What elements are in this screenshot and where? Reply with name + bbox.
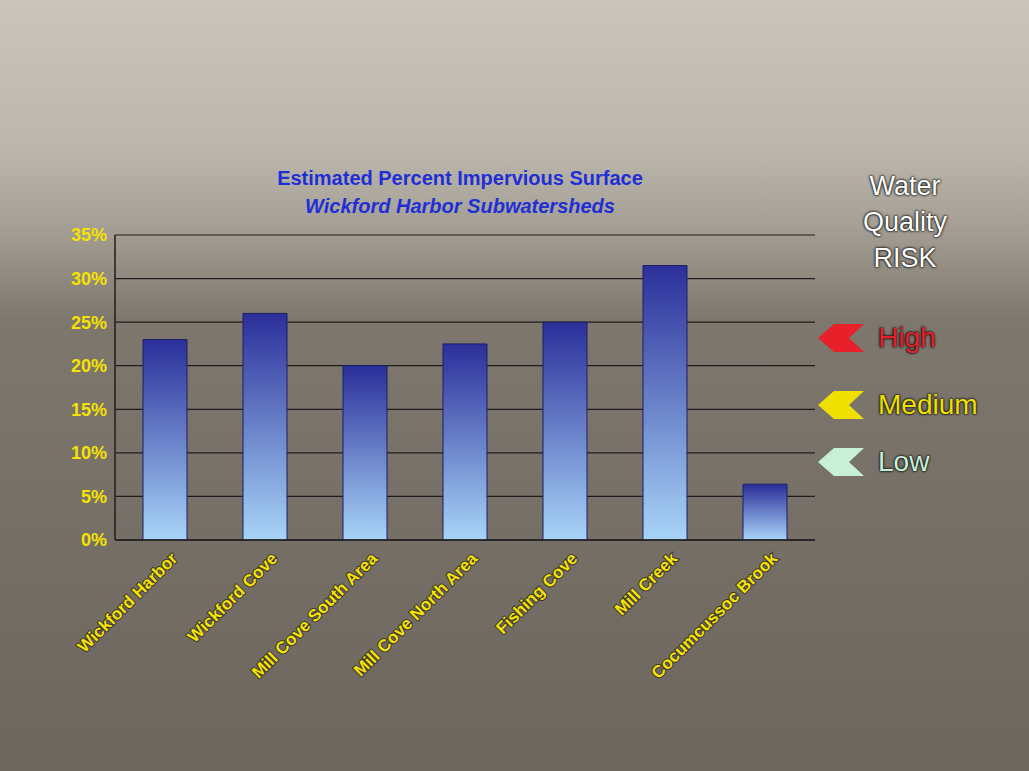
- svg-text:25%: 25%: [71, 313, 107, 333]
- svg-text:0%: 0%: [81, 530, 107, 550]
- svg-text:Mill Creek: Mill Creek: [611, 549, 682, 620]
- svg-text:Mill Cove South Area: Mill Cove South Area: [248, 548, 382, 683]
- svg-text:Wickford Cove: Wickford Cove: [184, 549, 281, 646]
- svg-text:35%: 35%: [71, 225, 107, 245]
- svg-text:Fishing Cove: Fishing Cove: [492, 549, 581, 638]
- html-text:Water Quality RISK: Water Quality RISK: [863, 171, 947, 273]
- html-text:Wickford Harbor Subwatersheds: Wickford Harbor Subwatersheds: [305, 195, 615, 217]
- svg-text:15%: 15%: [71, 400, 107, 420]
- html-text:Estimated Percent Impervious S: Estimated Percent Impervious Surface: [277, 167, 643, 189]
- svg-text:20%: 20%: [71, 356, 107, 376]
- html-text:High: High: [878, 322, 936, 353]
- svg-text:30%: 30%: [71, 269, 107, 289]
- svg-text:5%: 5%: [81, 487, 107, 507]
- svg-text:Mill Cove North Area: Mill Cove North Area: [350, 549, 482, 681]
- svg-text:10%: 10%: [71, 443, 107, 463]
- html-text:Low: Low: [878, 446, 930, 477]
- svg-text:Cocumcussoc Brook: Cocumcussoc Brook: [648, 549, 782, 683]
- html-text:Medium: Medium: [878, 389, 978, 420]
- svg-text:Wickford Harbor: Wickford Harbor: [74, 549, 182, 657]
